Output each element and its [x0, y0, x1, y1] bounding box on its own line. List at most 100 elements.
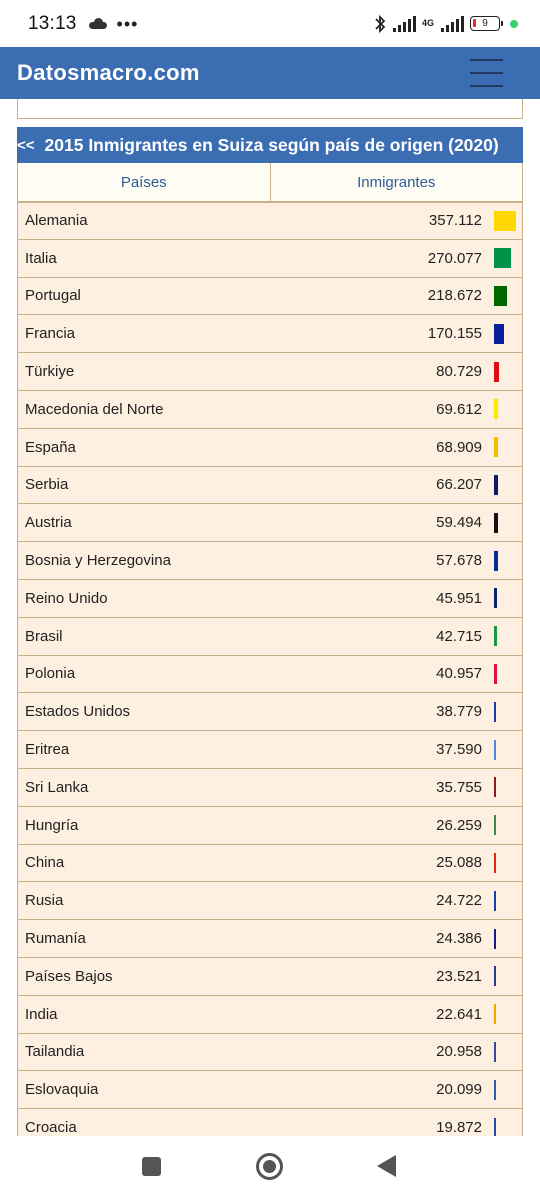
bar-cell: [494, 966, 516, 987]
country-name[interactable]: Türkiye: [25, 363, 75, 381]
country-name[interactable]: Países Bajos: [25, 967, 113, 985]
value-bar: [494, 437, 498, 458]
table-row: Sri Lanka 35.755: [17, 768, 523, 807]
immigrants-value: 24.386: [436, 930, 482, 948]
immigrants-value: 20.099: [436, 1081, 482, 1099]
value-bar: [494, 1004, 496, 1025]
site-header: Datosmacro.com: [0, 47, 540, 99]
immigrants-table: << 2015 Inmigrantes en Suiza según país …: [17, 127, 523, 1136]
country-name[interactable]: Eslovaquia: [25, 1081, 99, 1099]
battery-icon: 9: [470, 16, 503, 31]
home-icon[interactable]: [256, 1153, 283, 1180]
country-name[interactable]: Rumanía: [25, 930, 86, 948]
value-bar: [494, 588, 497, 609]
network-type-label: 4G: [421, 18, 434, 28]
country-name[interactable]: Francia: [25, 325, 76, 343]
country-name[interactable]: Alemania: [25, 212, 88, 230]
country-name[interactable]: Rusia: [25, 892, 64, 910]
bluetooth-icon: [375, 14, 386, 33]
table-row: Eslovaquia 20.099: [17, 1071, 523, 1110]
hamburger-menu-icon[interactable]: [470, 59, 503, 87]
country-name[interactable]: Bosnia y Herzegovina: [25, 552, 171, 570]
bar-cell: [494, 588, 516, 609]
country-name[interactable]: Italia: [25, 249, 57, 267]
table-row: Tailandia 20.958: [17, 1033, 523, 1072]
bar-cell: [494, 626, 516, 647]
country-name[interactable]: Tailandia: [25, 1043, 85, 1061]
table-row: Portugal 218.672: [17, 277, 523, 316]
value-bar: [494, 701, 496, 722]
table-row: Francia 170.155: [17, 315, 523, 354]
table-header-row: Países Inmigrantes: [17, 163, 523, 202]
table-title: 2015 Inmigrantes en Suiza según país de …: [44, 134, 499, 155]
value-bar: [494, 966, 496, 987]
country-name[interactable]: Macedonia del Norte: [25, 400, 164, 418]
country-name[interactable]: Hungría: [25, 816, 79, 834]
previous-year-link[interactable]: <<: [17, 136, 35, 154]
country-name[interactable]: Reino Unido: [25, 589, 108, 607]
country-name[interactable]: Estados Unidos: [25, 703, 131, 721]
immigrants-value: 19.872: [436, 1119, 482, 1136]
bar-cell: [494, 928, 516, 949]
bar-cell: [494, 739, 516, 760]
more-notifications-icon: •••: [116, 13, 139, 34]
table-row: Polonia 40.957: [17, 655, 523, 694]
country-name[interactable]: España: [25, 438, 76, 456]
bar-cell: [494, 361, 516, 382]
battery-level: 9: [482, 18, 488, 29]
value-bar: [494, 739, 496, 760]
signal-icon-2: [441, 15, 464, 32]
country-name[interactable]: China: [25, 854, 65, 872]
table-row: Türkiye 80.729: [17, 353, 523, 391]
table-row: España 68.909: [17, 428, 523, 467]
country-name[interactable]: Eritrea: [25, 741, 70, 759]
bar-cell: [494, 815, 516, 836]
country-name[interactable]: Polonia: [25, 665, 76, 683]
immigrants-value: 80.729: [436, 363, 482, 381]
immigrants-value: 57.678: [436, 552, 482, 570]
value-bar: [494, 928, 496, 949]
country-name[interactable]: Croacia: [25, 1119, 77, 1136]
column-header-paises[interactable]: Países: [18, 163, 271, 201]
value-bar: [494, 323, 504, 344]
immigrants-value: 45.951: [436, 589, 482, 607]
country-name[interactable]: Sri Lanka: [25, 778, 89, 796]
value-bar: [494, 361, 499, 382]
bar-cell: [494, 248, 516, 269]
value-bar: [494, 550, 498, 571]
cloud-icon: [88, 17, 107, 29]
table-row: Austria 59.494: [17, 504, 523, 543]
immigrants-value: 24.722: [436, 892, 482, 910]
value-bar: [494, 248, 511, 269]
column-header-inmigrantes[interactable]: Inmigrantes: [357, 173, 436, 191]
immigrants-value: 68.909: [436, 438, 482, 456]
site-logo-link[interactable]: Datosmacro.com: [17, 60, 200, 85]
system-navigation-bar: [0, 1136, 540, 1200]
bar-cell: [494, 1004, 516, 1025]
value-bar: [494, 777, 496, 798]
previous-section-box: [17, 99, 523, 119]
immigrants-value: 37.590: [436, 741, 482, 759]
immigrants-value: 170.155: [427, 325, 482, 343]
back-icon[interactable]: [377, 1155, 396, 1177]
bar-cell: [494, 890, 516, 911]
country-name[interactable]: Austria: [25, 514, 72, 532]
immigrants-value: 23.521: [436, 967, 482, 985]
immigrants-value: 22.641: [436, 1005, 482, 1023]
table-row: Hungría 26.259: [17, 806, 523, 845]
table-row: Italia 270.077: [17, 239, 523, 278]
table-row: Serbia 66.207: [17, 466, 523, 505]
recent-apps-icon[interactable]: [142, 1157, 161, 1176]
table-row: Croacia 19.872: [17, 1109, 523, 1136]
bar-cell: [494, 777, 516, 798]
country-name[interactable]: India: [25, 1005, 58, 1023]
immigrants-value: 357.112: [428, 212, 482, 230]
country-name[interactable]: Serbia: [25, 476, 69, 494]
country-name[interactable]: Brasil: [25, 627, 63, 645]
bar-cell: [494, 399, 516, 420]
privacy-indicator-dot: [510, 19, 518, 28]
table-row: Macedonia del Norte 69.612: [17, 390, 523, 429]
value-bar: [494, 626, 497, 647]
table-row: Alemania 357.112: [17, 202, 523, 240]
country-name[interactable]: Portugal: [25, 287, 81, 305]
